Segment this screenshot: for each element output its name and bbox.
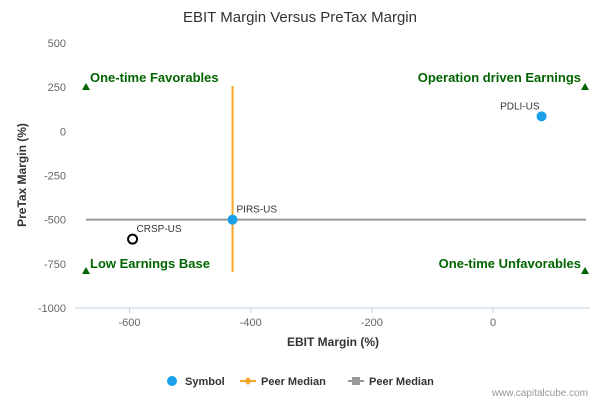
- y-tick-label: 500: [48, 38, 66, 50]
- legend-item: Symbol: [167, 376, 225, 388]
- legend-square-marker: [352, 377, 360, 385]
- y-tick-label: -750: [44, 259, 66, 271]
- quadrant-markers: [82, 83, 589, 274]
- legend-dot-marker: [167, 376, 177, 386]
- legend-diamond-marker: [244, 377, 252, 385]
- legend-label: Peer Median: [369, 376, 434, 388]
- plot-area: [75, 43, 590, 308]
- quadrant-label-bottom-right: One-time Unfavorables: [439, 256, 581, 271]
- quadrant-triangle-marker: [82, 83, 90, 90]
- legend-label: Symbol: [185, 376, 225, 388]
- quadrant-triangle-marker: [581, 83, 589, 90]
- x-axis-title: EBIT Margin (%): [287, 335, 379, 349]
- data-point-pdli-us: [536, 111, 547, 122]
- data-point-crsp-us: [127, 233, 139, 245]
- y-tick-label: -250: [44, 171, 66, 183]
- y-axis-title: PreTax Margin (%): [15, 123, 29, 227]
- legend-label: Peer Median: [261, 376, 326, 388]
- quadrant-triangle-marker: [581, 267, 589, 274]
- y-axis-ticks: 500 250 0 -250 -500 -750 -1000: [38, 38, 66, 315]
- x-axis-ticks: -600 -400 -200 0: [119, 308, 496, 329]
- data-point-label: CRSP-US: [137, 224, 182, 235]
- quadrant-label-top-left: One-time Favorables: [90, 70, 219, 85]
- quadrant-triangle-marker: [82, 267, 90, 274]
- x-tick-label: -600: [119, 317, 141, 329]
- x-tick-label: -200: [361, 317, 383, 329]
- legend-item: Peer Median: [240, 376, 326, 388]
- y-tick-label: -1000: [38, 303, 66, 315]
- quadrant-label-bottom-left: Low Earnings Base: [90, 256, 210, 271]
- peer-median-lines: [86, 86, 586, 272]
- data-point-pirs-us: [227, 214, 238, 225]
- credit-text: www.capitalcube.com: [491, 388, 588, 399]
- x-tick-label: 0: [490, 317, 496, 329]
- legend: Symbol Peer Median Peer Median: [167, 376, 434, 388]
- legend-item: Peer Median: [348, 376, 434, 388]
- quadrant-label-top-right: Operation driven Earnings: [418, 70, 581, 85]
- data-point-label: PDLI-US: [500, 101, 540, 112]
- x-tick-label: -400: [240, 317, 262, 329]
- y-tick-label: 0: [60, 126, 66, 138]
- data-points: PDLI-US PIRS-US CRSP-US: [127, 101, 547, 245]
- y-tick-label: -500: [44, 215, 66, 227]
- quadrant-labels: One-time Favorables Operation driven Ear…: [90, 70, 581, 271]
- data-point-label: PIRS-US: [237, 205, 278, 216]
- chart-title: EBIT Margin Versus PreTax Margin: [183, 9, 417, 26]
- y-tick-label: 250: [48, 82, 66, 94]
